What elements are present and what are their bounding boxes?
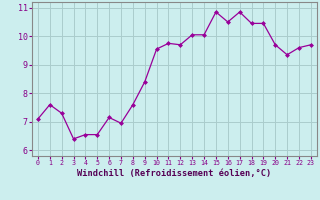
- X-axis label: Windchill (Refroidissement éolien,°C): Windchill (Refroidissement éolien,°C): [77, 169, 272, 178]
